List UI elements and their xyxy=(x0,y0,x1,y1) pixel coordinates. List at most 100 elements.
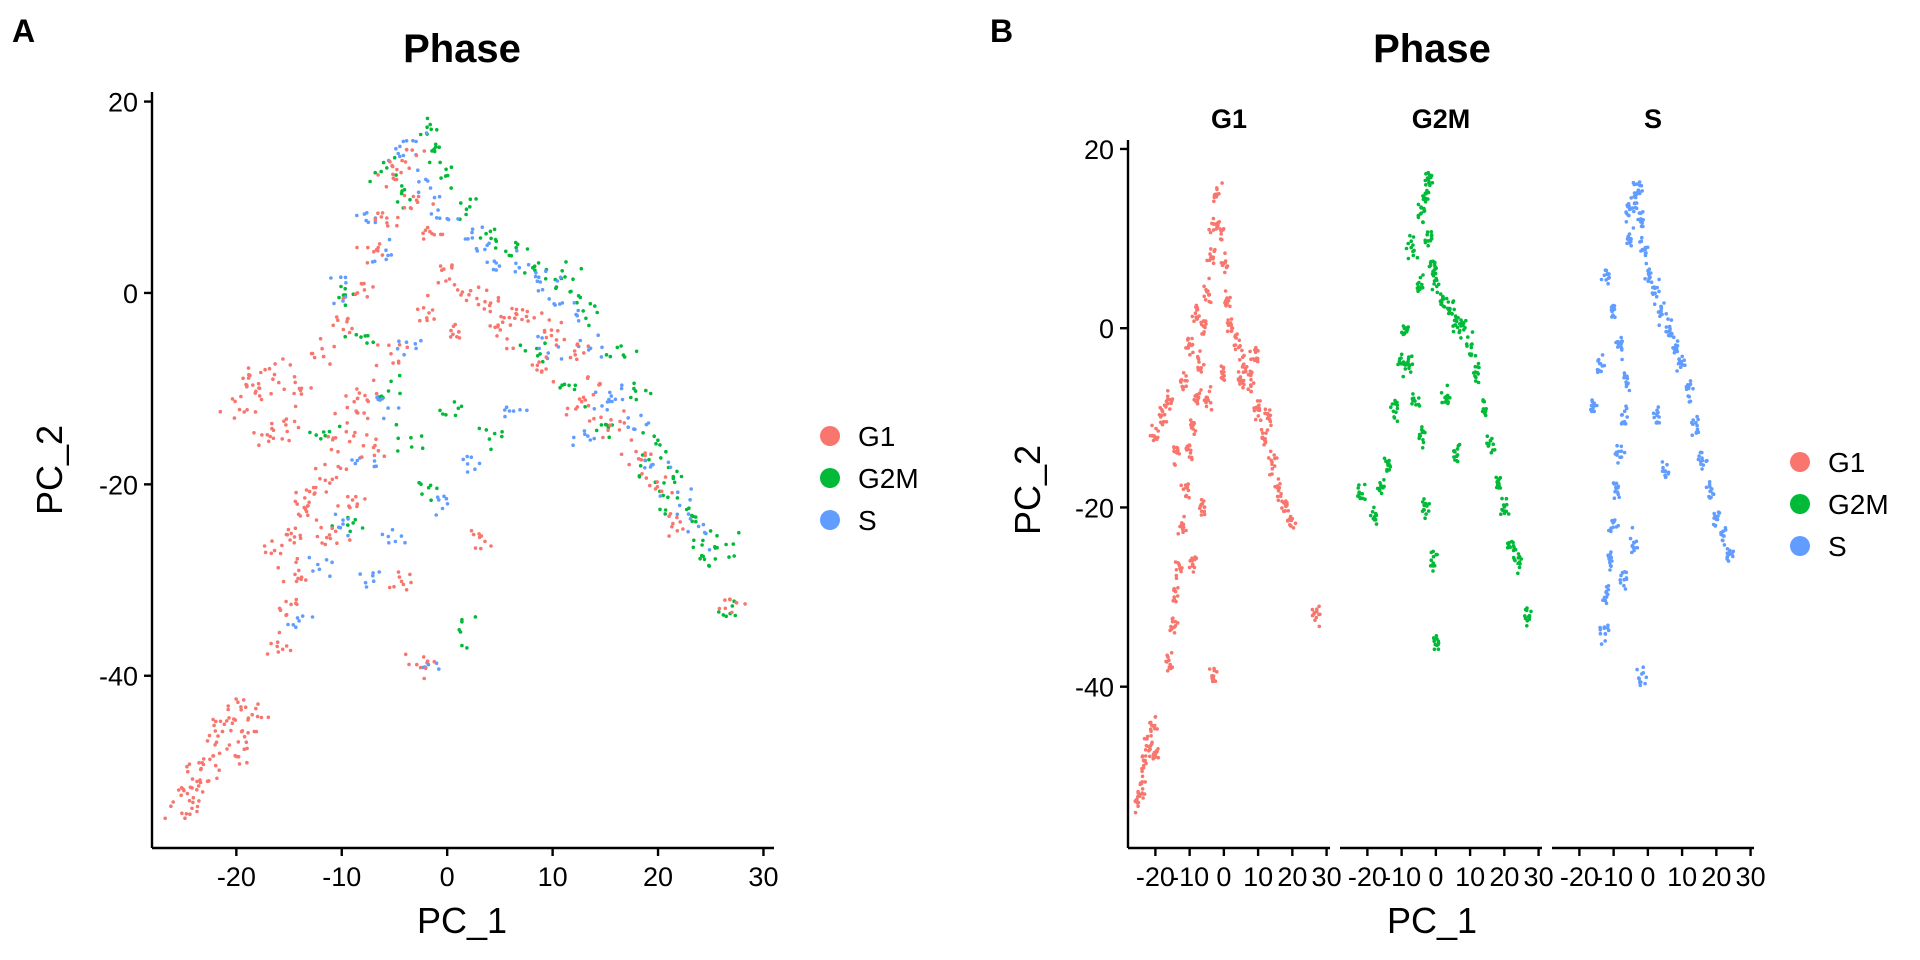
facet-s-point xyxy=(1659,309,1663,314)
panel-a-s-point xyxy=(338,525,343,530)
facet-g1-point xyxy=(1142,792,1147,796)
panel-a-g1-point xyxy=(295,602,299,607)
facet-g1-point xyxy=(1182,514,1186,519)
panel-a-g2m-point xyxy=(615,345,620,350)
panel-b-x-title: PC_1 xyxy=(1387,900,1477,941)
facet-g1-point xyxy=(1179,569,1183,574)
panel-a-g1-point xyxy=(246,376,251,380)
panel-a-g2m-point xyxy=(365,341,369,345)
panel-a-g1-point xyxy=(489,544,493,548)
panel-a-g1-point xyxy=(396,361,401,365)
panel-a-g1-point xyxy=(655,480,659,484)
panel-a-g1-point xyxy=(479,546,483,551)
panel-a-g2m-point xyxy=(360,526,365,530)
legend-key-g2m xyxy=(820,468,840,488)
facet-g1-point xyxy=(1150,423,1154,428)
panel-a-s-point xyxy=(436,208,440,212)
panel-a-s-point xyxy=(373,259,377,264)
panel-a-s-point xyxy=(395,346,400,351)
facet-g2m-point xyxy=(1432,268,1437,272)
facet-g2m-point xyxy=(1389,405,1393,410)
facet-g2m-point xyxy=(1357,483,1361,487)
panel-a-g1-point xyxy=(535,363,540,368)
facet-g1-point xyxy=(1179,483,1183,488)
facet-s-point xyxy=(1716,510,1721,514)
panel-a-g1-point xyxy=(253,410,258,414)
panel-a-g1-point xyxy=(195,788,199,792)
facet-g1-point xyxy=(1211,679,1215,684)
facet-s-point xyxy=(1675,369,1679,373)
panel-a-g1-point xyxy=(280,647,285,652)
facet-g1-point xyxy=(1240,348,1244,353)
facet-g2m-point xyxy=(1488,439,1493,443)
facet-s-point xyxy=(1636,217,1640,222)
panel-a-g2m-point xyxy=(715,545,719,550)
facet-g2m-point xyxy=(1433,271,1438,276)
facet-g1-point xyxy=(1185,483,1189,488)
panel-a-g1-point xyxy=(496,323,500,327)
panel-a-g2m-point xyxy=(394,173,398,177)
facet-g1-point xyxy=(1235,332,1239,336)
panel-a-g1-point xyxy=(390,164,395,169)
panel-a-g1-point xyxy=(421,237,426,241)
facet-x-tick-label: -20 xyxy=(1348,862,1387,892)
facet-s-point xyxy=(1723,528,1728,532)
facet-x-tick-label: 30 xyxy=(1312,862,1342,892)
panel-a-g1-point xyxy=(670,524,674,529)
facet-g1-point xyxy=(1226,318,1230,322)
panel-a-g1-point xyxy=(225,747,229,751)
panel-a-g1-point xyxy=(549,328,554,332)
panel-a-s-point xyxy=(578,338,583,343)
facet-s-point xyxy=(1608,563,1613,568)
panel-a-g2m-point xyxy=(438,160,442,165)
panel-a-g1-point xyxy=(255,714,260,719)
panel-a-s-point xyxy=(689,487,693,491)
panel-a-g1-point xyxy=(341,327,346,332)
panel-a-g1-point xyxy=(336,449,340,454)
facet-g1-point xyxy=(1208,252,1212,256)
panel-a-s-point xyxy=(702,530,707,535)
panel-a-g2m-point xyxy=(576,294,581,298)
panel-a-g1-point xyxy=(227,716,231,720)
facet-g2m-point xyxy=(1511,555,1516,560)
panel-a-s-point xyxy=(442,494,446,499)
panel-a-g1-point xyxy=(213,743,217,747)
facet-g2m-point xyxy=(1444,296,1449,301)
panel-a-s-point xyxy=(632,427,636,431)
facet-g1-point xyxy=(1154,437,1159,442)
panel-a-g2m-point xyxy=(366,333,370,338)
facet-g2m-point xyxy=(1504,502,1509,507)
facet-g2m-point xyxy=(1377,488,1382,493)
facet-g2m-point xyxy=(1429,558,1433,562)
facet-g1-point xyxy=(1201,319,1206,323)
panel-a-g1-point xyxy=(421,655,426,659)
panel-a-s-point xyxy=(328,574,332,578)
facet-g2m-point xyxy=(1501,503,1506,507)
legend-key-g2m xyxy=(1790,494,1810,514)
facet-x-tick-label: 20 xyxy=(1489,862,1519,892)
facet-g2m-point xyxy=(1372,505,1376,510)
facet-g2m-point xyxy=(1525,606,1529,610)
panel-a-g1-point xyxy=(599,415,603,420)
facet-g2m-point xyxy=(1494,475,1498,480)
facet-g1-point xyxy=(1197,391,1202,396)
panel-a-s-point xyxy=(416,190,421,195)
facet-g1-point xyxy=(1184,346,1188,350)
facet-g2m-point xyxy=(1407,363,1412,368)
facet-g1-point xyxy=(1176,586,1180,590)
facet-g1-point xyxy=(1151,438,1156,443)
panel-a-s-point xyxy=(576,319,581,323)
panel-a-g1-point xyxy=(592,416,596,421)
facet-g1-point xyxy=(1207,276,1211,281)
panel-b-y-title: PC_2 xyxy=(1007,445,1048,535)
facet-g1-point xyxy=(1223,260,1228,265)
facet-g1-point xyxy=(1153,755,1157,760)
panel-a-g1-point xyxy=(205,739,210,743)
facet-s-point xyxy=(1701,463,1706,467)
panel-a-s-point xyxy=(329,276,333,280)
panel-a-g2m-point xyxy=(428,122,433,127)
facet-s-point xyxy=(1629,196,1633,200)
facet-g1-point xyxy=(1219,261,1224,265)
